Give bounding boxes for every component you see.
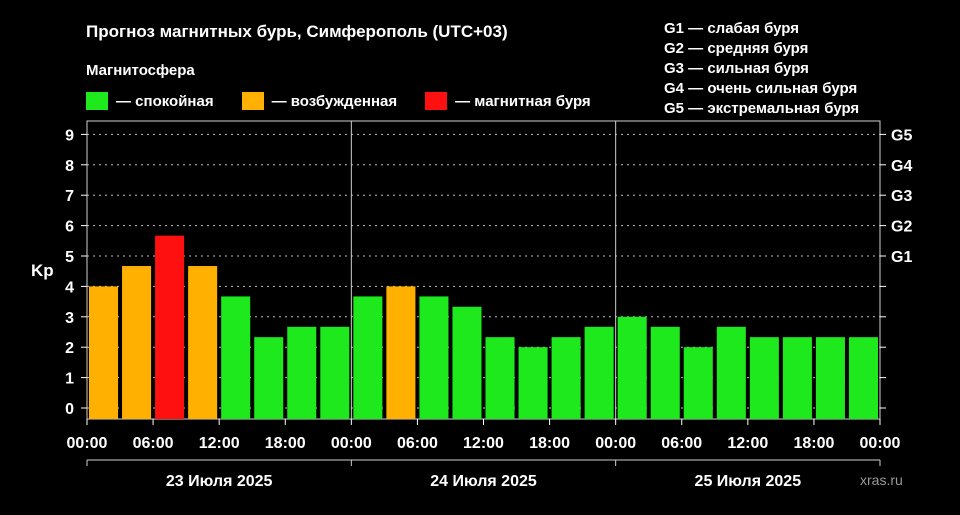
bar-4 — [221, 296, 251, 419]
x-tick-label-1: 06:00 — [133, 435, 174, 452]
bar-9 — [386, 286, 416, 419]
y-tick-label-5: 5 — [65, 249, 74, 266]
chart-title: Прогноз магнитных бурь, Симферополь (UTC… — [86, 22, 508, 41]
bar-15 — [584, 326, 614, 419]
bar-6 — [287, 326, 317, 419]
x-tick-label-5: 06:00 — [397, 435, 438, 452]
bar-11 — [452, 306, 482, 419]
y-tick-label-0: 0 — [65, 401, 74, 418]
bar-12 — [485, 337, 515, 419]
x-tick-label-10: 12:00 — [727, 435, 768, 452]
x-tick-label-9: 06:00 — [661, 435, 702, 452]
bar-19 — [716, 326, 746, 419]
bar-16 — [617, 316, 647, 419]
y-tick-label-2: 2 — [65, 340, 74, 357]
x-tick-label-4: 00:00 — [331, 435, 372, 452]
y-tick-label-4: 4 — [65, 279, 74, 296]
bar-2 — [155, 235, 185, 419]
legend-item-calm: — спокойная — [86, 92, 214, 110]
bar-20 — [749, 337, 779, 419]
y-tick-label-3: 3 — [65, 310, 74, 327]
bar-5 — [254, 337, 284, 419]
x-tick-label-11: 18:00 — [793, 435, 834, 452]
y-tick-label-7: 7 — [65, 188, 74, 205]
storm-level-g1: G1 — слабая буря — [664, 20, 800, 37]
bar-23 — [848, 337, 878, 419]
y-tick-label-8: 8 — [65, 158, 74, 175]
legend-swatch-storm — [425, 92, 448, 110]
bar-13 — [518, 347, 548, 419]
storm-level-g3: G3 — сильная буря — [664, 60, 809, 77]
legend-label-calm: — спокойная — [116, 92, 214, 110]
storm-level-g4: G4 — очень сильная буря — [664, 80, 858, 97]
bar-7 — [320, 326, 350, 419]
x-tick-label-3: 18:00 — [265, 435, 306, 452]
right-tick-label-g1: G1 — [891, 249, 912, 266]
bar-3 — [188, 266, 218, 419]
bar-0 — [89, 286, 119, 419]
bar-17 — [650, 326, 680, 419]
x-tick-label-12: 00:00 — [860, 435, 901, 452]
legend-label-excited: — возбужденная — [271, 92, 398, 110]
watermark: xras.ru — [860, 472, 903, 488]
y-tick-label-9: 9 — [65, 127, 74, 144]
y-axis-label: Kp — [31, 261, 54, 280]
right-tick-label-g2: G2 — [891, 219, 912, 236]
x-tick-label-0: 00:00 — [67, 435, 108, 452]
legend-swatch-excited — [241, 92, 264, 110]
bar-18 — [683, 347, 713, 419]
legend-swatch-calm — [86, 92, 108, 110]
legend-item-storm: — магнитная буря — [425, 92, 591, 110]
bar-22 — [815, 337, 845, 419]
y-tick-label-6: 6 — [65, 219, 74, 236]
bar-1 — [122, 266, 152, 419]
x-tick-label-8: 00:00 — [595, 435, 636, 452]
legend-item-excited: — возбужденная — [241, 92, 398, 110]
day-label-0: 23 Июля 2025 — [166, 473, 273, 490]
x-tick-label-6: 12:00 — [463, 435, 504, 452]
storm-level-g2: G2 — средняя буря — [664, 40, 809, 57]
legend-title: Магнитосфера — [86, 62, 195, 79]
legend: — спокойная — возбужденная — магнитная б… — [86, 92, 619, 110]
day-label-2: 25 Июля 2025 — [695, 473, 802, 490]
bar-8 — [353, 296, 383, 419]
right-tick-label-g4: G4 — [891, 158, 912, 175]
right-tick-label-g3: G3 — [891, 188, 912, 205]
y-tick-label-1: 1 — [65, 371, 74, 388]
x-tick-label-7: 18:00 — [529, 435, 570, 452]
storm-level-legend: G1 — слабая буря G2 — средняя буря G3 — … — [664, 19, 859, 119]
bar-14 — [551, 337, 581, 419]
x-tick-label-2: 12:00 — [199, 435, 240, 452]
day-label-1: 24 Июля 2025 — [430, 473, 537, 490]
bar-21 — [782, 337, 812, 419]
storm-level-g5: G5 — экстремальная буря — [664, 100, 860, 117]
bar-10 — [419, 296, 449, 419]
right-tick-label-g5: G5 — [891, 127, 912, 144]
legend-label-storm: — магнитная буря — [455, 92, 591, 110]
